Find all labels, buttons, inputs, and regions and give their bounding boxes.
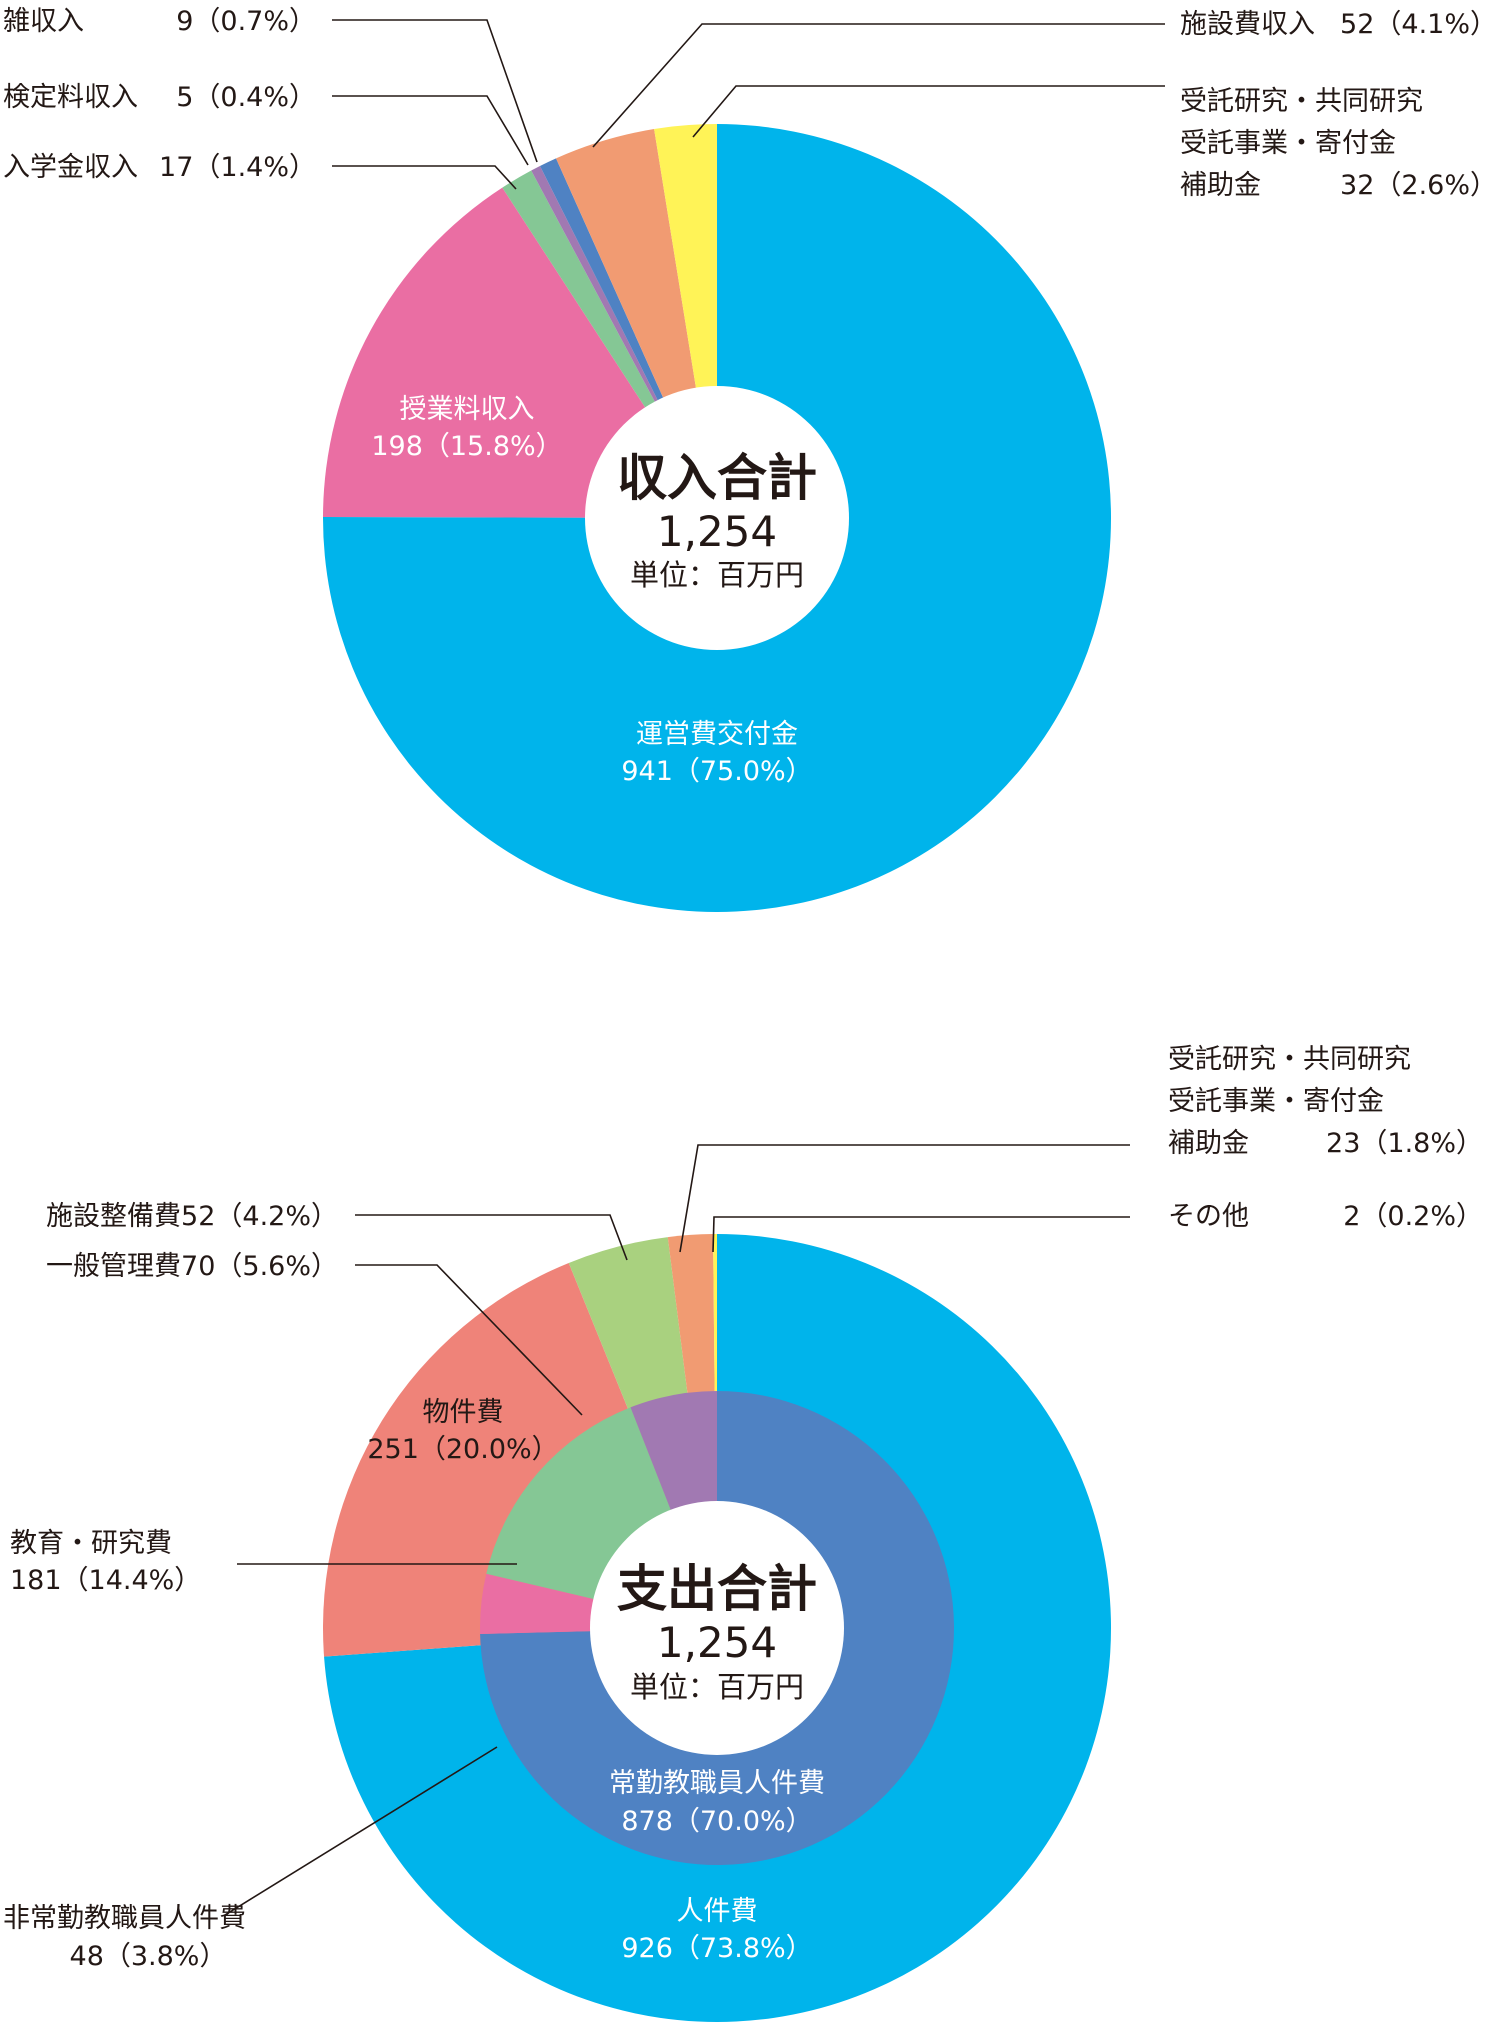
label-facility-maintenance: 施設整備費52（4.2%） — [46, 1201, 338, 1232]
expenditure-total-title: 支出合計 — [617, 1560, 817, 1618]
label-full-time-staff-value: 878（70.0%） — [621, 1806, 812, 1837]
label-edu-research-name: 教育・研究費 — [10, 1528, 172, 1559]
label-other-exp-value: 2（0.2%） — [1343, 1201, 1483, 1232]
label-edu-research-value: 181（14.4%） — [10, 1565, 201, 1596]
label-personnel-cost-value: 926（73.8%） — [621, 1933, 812, 1964]
label-goods-cost-name: 物件費 — [423, 1397, 504, 1428]
label-admin-cost: 一般管理費70（5.6%） — [46, 1251, 338, 1282]
label-grant-exp-name: 受託研究・共同研究受託事業・寄付金補助金 — [1168, 1044, 1411, 1159]
label-operating-grant-name: 運営費交付金 — [636, 719, 798, 750]
leader-line-part-time-staff — [224, 1746, 498, 1916]
income-total-value: 1,254 — [657, 507, 777, 556]
label-goods-cost-value: 251（20.0%） — [367, 1434, 558, 1465]
leader-line-facility-maintenance — [355, 1214, 628, 1261]
label-personnel-cost-name: 人件費 — [677, 1896, 758, 1927]
label-full-time-staff-name: 常勤教職員人件費 — [609, 1768, 825, 1799]
leader-line-admission-fee — [332, 165, 517, 190]
income-center-disc — [585, 386, 849, 650]
label-part-time-staff-name: 非常勤教職員人件費 — [3, 1903, 246, 1934]
label-tuition-value: 198（15.8%） — [371, 431, 562, 462]
label-exam-fee-value: 5（0.4%） — [176, 82, 316, 113]
label-tuition-name: 授業料収入 — [400, 394, 535, 425]
expenditure-total-unit: 単位：百万円 — [630, 1670, 804, 1704]
label-grant-income-value: 32（2.6%） — [1340, 170, 1497, 201]
label-operating-grant-value: 941（75.0%） — [621, 756, 812, 787]
label-admission-fee-value: 17（1.4%） — [159, 152, 316, 183]
label-facility-income-value: 52（4.1%） — [1340, 9, 1497, 40]
leader-line-grant-exp — [679, 1144, 1130, 1253]
leader-line-facility-income — [592, 23, 1165, 148]
leader-line-grant-income — [692, 85, 1165, 138]
label-grant-exp-value: 23（1.8%） — [1326, 1128, 1483, 1159]
income-total-unit: 単位：百万円 — [630, 558, 804, 592]
leader-line-admin-cost — [355, 1264, 583, 1416]
label-grant-income-name: 受託研究・共同研究受託事業・寄付金補助金 — [1180, 86, 1423, 201]
label-misc-income-name: 雑収入 — [3, 6, 84, 37]
expenditure-total-value: 1,254 — [657, 1618, 777, 1667]
income-total-title: 収入合計 — [617, 449, 817, 507]
label-other-exp-name: その他 — [1168, 1201, 1249, 1232]
leader-line-misc-income — [332, 19, 538, 163]
leader-line-exam-fee — [332, 95, 529, 166]
label-misc-income-value: 9（0.7%） — [176, 6, 316, 37]
label-facility-income-name: 施設費収入 — [1180, 9, 1315, 40]
label-admission-fee-name: 入学金収入 — [3, 152, 138, 183]
expenditure-center-disc — [590, 1501, 844, 1755]
leader-line-other-exp — [712, 1216, 1130, 1253]
label-exam-fee-name: 検定料収入 — [3, 82, 138, 113]
label-part-time-staff-value: 48（3.8%） — [70, 1941, 227, 1972]
